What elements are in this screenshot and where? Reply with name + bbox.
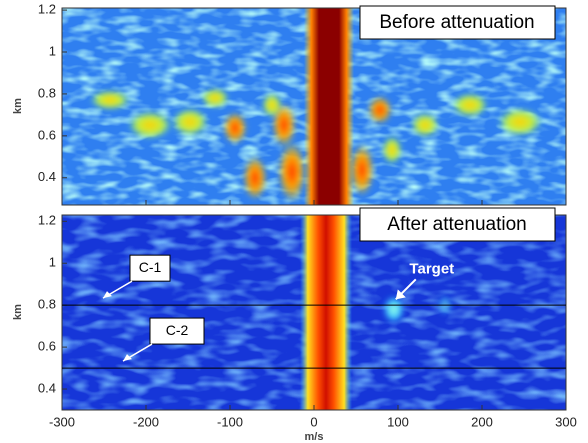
panel-title: Before attenuation: [379, 12, 534, 33]
y-tick-label: 1: [49, 255, 56, 270]
y-tick-label: 1: [49, 43, 56, 58]
chart: Before attenuation After attenuation km …: [0, 0, 588, 443]
y-tick-label: 0.6: [38, 339, 56, 354]
y-tick-label: 0.8: [38, 85, 56, 100]
x-tick-label: 0: [310, 414, 317, 429]
annotation: Target: [409, 260, 454, 277]
x-tick-label: 200: [471, 414, 493, 429]
x-tick-label: -100: [217, 414, 243, 429]
x-axis-label: m/s: [305, 431, 324, 443]
y-axis-label: km: [12, 98, 24, 114]
target-echo: [383, 295, 405, 323]
y-tick-label: 0.8: [38, 297, 56, 312]
x-tick-label: 300: [555, 414, 577, 429]
y-tick-label: 0.6: [38, 127, 56, 142]
y-tick-label: 1.2: [38, 2, 56, 17]
clutter-band: [300, 215, 352, 410]
y-tick-label: 0.4: [38, 380, 56, 395]
x-tick-label: -200: [133, 414, 159, 429]
y-tick-label: 0.4: [38, 169, 56, 184]
line-label: C-2: [166, 322, 189, 338]
x-tick-label: 100: [387, 414, 409, 429]
y-tick-label: 1.2: [38, 213, 56, 228]
panel-title: After attenuation: [387, 214, 526, 235]
heatmap-after: [62, 215, 566, 410]
x-tick-label: -300: [49, 414, 75, 429]
clutter-band: [304, 8, 354, 205]
line-label: C-1: [139, 259, 162, 275]
y-axis-label: km: [12, 304, 24, 320]
